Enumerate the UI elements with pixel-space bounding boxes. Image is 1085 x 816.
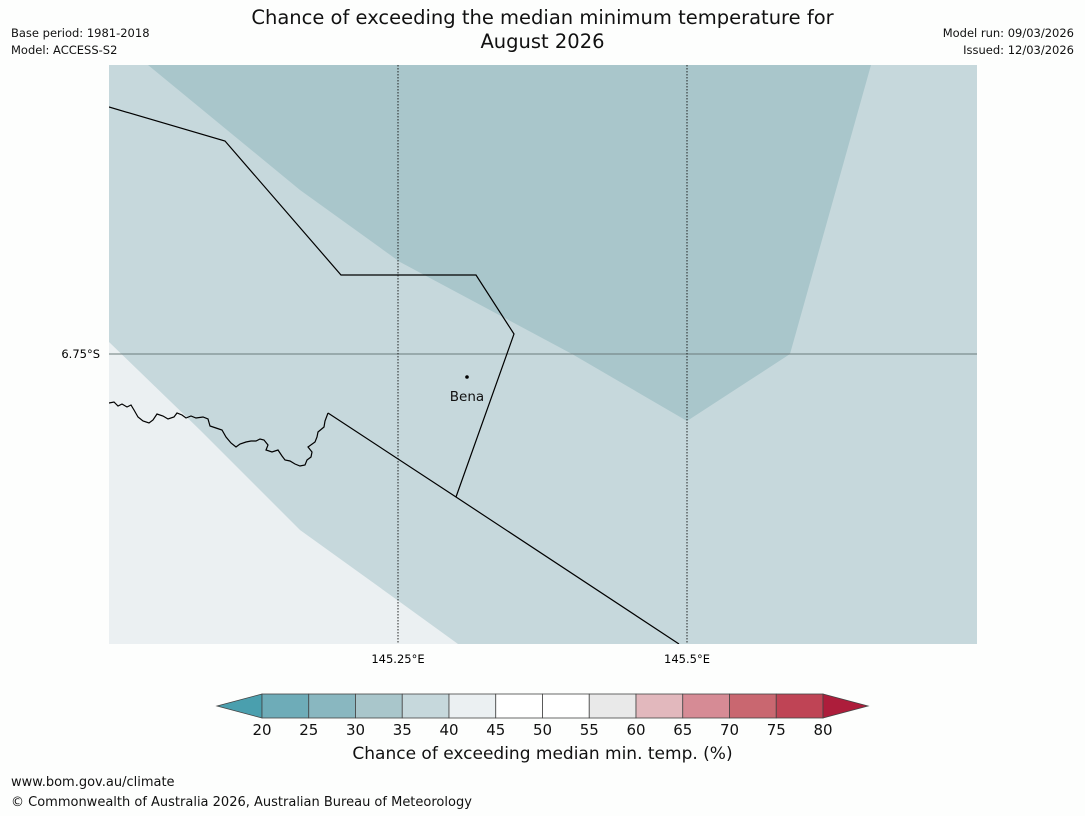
colorbar-cell (495, 693, 543, 719)
colorbar-tick-label: 60 (626, 721, 645, 739)
colorbar-cell (448, 693, 497, 719)
colorbar-cell (261, 693, 310, 719)
colorbar-cell (588, 693, 637, 719)
river-boundary (109, 401, 329, 467)
colorbar-cell (355, 693, 403, 719)
colorbar-cell (401, 693, 450, 719)
colorbar-tick-label: 65 (673, 721, 692, 739)
longitude-label-1: 145.25°E (371, 652, 424, 666)
colorbar-tick-label: 70 (720, 721, 739, 739)
base-period: Base period: 1981-2018 (11, 26, 150, 40)
model-run: Model run: 09/03/2026 (942, 26, 1074, 40)
longitude-label-2: 145.5°E (664, 652, 710, 666)
title-line-2: August 2026 (480, 30, 605, 53)
colorbar-tick-label: 55 (580, 721, 599, 739)
town-marker-bena (465, 375, 469, 379)
band-30-35 (148, 65, 871, 421)
colorbar-tick-label: 30 (346, 721, 365, 739)
colorbar-cell (635, 693, 684, 719)
meta-right: Model run: 09/03/2026 Issued: 12/03/2026 (943, 25, 1074, 59)
footer-copyright: © Commonwealth of Australia 2026, Austra… (11, 795, 472, 810)
colorbar-tick-label: 75 (767, 721, 786, 739)
town-label-bena: Bena (450, 389, 484, 405)
colorbar-label: Chance of exceeding median min. temp. (%… (352, 744, 733, 764)
colorbar-tick-label: 45 (486, 721, 505, 739)
colorbar-cell (729, 693, 777, 719)
province-boundary-south (327, 412, 680, 644)
map-title: Chance of exceeding the median minimum t… (0, 6, 1085, 54)
band-40-45 (109, 342, 458, 644)
footer-url: www.bom.gov.au/climate (11, 775, 175, 790)
colorbar-tick-label: 20 (252, 721, 271, 739)
colorbar-tick-label: 35 (393, 721, 412, 739)
title-line-1: Chance of exceeding the median minimum t… (251, 6, 834, 29)
meta-left: Base period: 1981-2018 Model: ACCESS-S2 (11, 25, 150, 59)
colorbar-under-arrow (215, 693, 263, 719)
map-panel: Bena 6.75°S 145.25°E 145.5°E (61, 65, 977, 666)
colorbar-cell (542, 693, 590, 719)
colorbar-cell (775, 693, 824, 719)
colorbar-cell (308, 693, 356, 719)
colorbar-tick-label: 40 (439, 721, 458, 739)
legend-colorbar: 20 25 30 35 40 45 50 55 60 65 70 75 80 (215, 693, 870, 739)
colorbar-tick-label: 50 (533, 721, 552, 739)
latitude-label: 6.75°S (61, 347, 100, 361)
colorbar-tick-label: 25 (299, 721, 318, 739)
province-boundary-north (109, 106, 515, 498)
colorbar-cell (682, 693, 730, 719)
model-name: Model: ACCESS-S2 (11, 43, 118, 57)
colorbar-over-arrow (822, 693, 870, 719)
issued-date: Issued: 12/03/2026 (963, 43, 1074, 57)
colorbar-tick-label: 80 (813, 721, 832, 739)
